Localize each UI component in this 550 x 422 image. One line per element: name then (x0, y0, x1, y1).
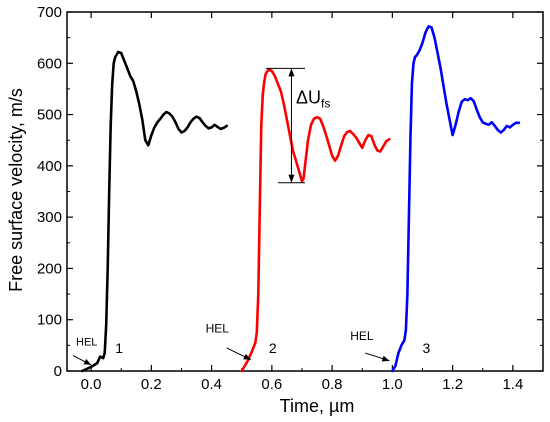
series-label-1: 1 (115, 340, 123, 356)
annotations: 1 2 3 HEL HEL HEL ΔUfs (72, 67, 430, 366)
x-tick-label: 1.0 (382, 376, 403, 393)
hel-label-3: HEL (350, 329, 374, 343)
series-label-2: 2 (269, 340, 277, 356)
hel-arrowhead-3 (381, 355, 390, 362)
axes: 0 100 200 300 400 500 600 700 0.0 0.2 0.4 0.6 0.8 1.0… (37, 4, 544, 393)
y-tick-label: 200 (37, 260, 62, 277)
hel-arrowhead-1 (83, 359, 92, 365)
y-tick-label: 700 (37, 4, 62, 21)
delta-arrowhead-top (288, 68, 295, 77)
x-tick-label: 1.2 (442, 376, 463, 393)
hel-label-1: HEL (76, 336, 97, 348)
x-axis-label: Time, µm (280, 396, 355, 416)
x-tick-label: 0.0 (81, 376, 102, 393)
x-tick-label: 0.8 (322, 376, 343, 393)
delta-ufs-label: ΔUfs (296, 87, 330, 110)
y-axis-label: Free surface velocity, m/s (6, 88, 26, 292)
y-tick-label: 100 (37, 312, 62, 329)
x-tick-label: 0.6 (261, 376, 282, 393)
series-layer (80, 25, 521, 373)
x-tick-label: 0.4 (201, 376, 222, 393)
y-tick-label: 600 (37, 55, 62, 72)
y-tick-label: 500 (37, 107, 62, 124)
series-line-2 (240, 68, 391, 373)
hel-label-2: HEL (206, 322, 230, 336)
hel-arrowhead-2 (243, 353, 251, 360)
x-tick-label: 0.2 (141, 376, 162, 393)
y-tick-label: 300 (37, 209, 62, 226)
series-line-1 (80, 50, 228, 373)
x-tick-label: 1.4 (502, 376, 523, 393)
delta-arrowhead-bottom (288, 174, 295, 183)
series-line-3 (391, 25, 521, 373)
y-tick-label: 400 (37, 158, 62, 175)
delta-ufs-subscript: fs (321, 96, 330, 110)
y-tick-label: 0 (54, 363, 62, 380)
plot-frame (66, 11, 544, 372)
series-label-3: 3 (422, 340, 430, 356)
